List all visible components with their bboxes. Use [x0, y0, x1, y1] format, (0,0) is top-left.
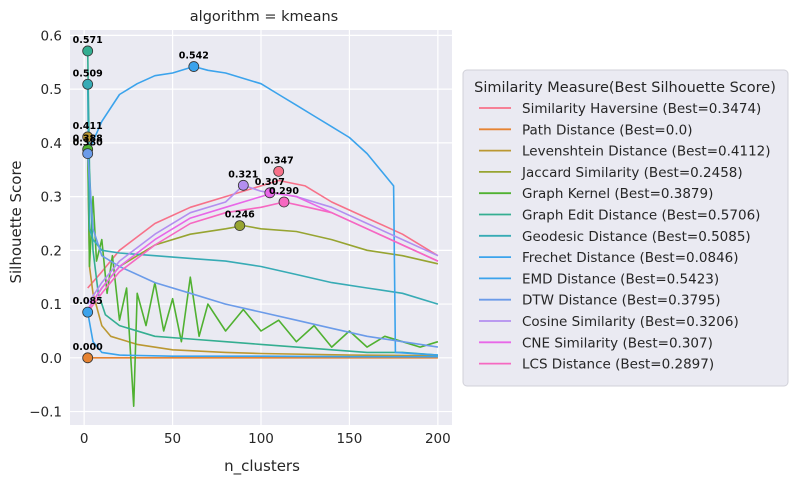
y-tick-labels: −0.1 0.0 0.1 0.2 0.3 0.4 0.5 0.6 — [29, 28, 62, 420]
x-tick-label: 100 — [248, 431, 274, 447]
legend-label-9: DTW Distance (Best=0.3795) — [522, 293, 721, 309]
series-line-7 — [86, 311, 438, 358]
best-label-6: 0.509 — [73, 68, 103, 79]
best-marker-7 — [82, 306, 94, 318]
best-label-12: 0.290 — [269, 186, 299, 197]
legend-label-10: Cosine Similarity (Best=0.3206) — [522, 314, 739, 330]
best-label-9: 0.380 — [73, 138, 103, 149]
legend: Similarity Measure(Best Silhouette Score… — [462, 69, 789, 387]
legend-label-7: Frechet Distance (Best=0.0846) — [522, 250, 739, 266]
best-marker-5 — [82, 45, 94, 57]
legend-title: Similarity Measure(Best Silhouette Score… — [474, 80, 776, 96]
x-axis-title: n_clusters — [224, 457, 300, 476]
y-tick-label: −0.1 — [29, 405, 62, 421]
y-tick-label: 0.4 — [41, 136, 62, 152]
series-line-5 — [86, 50, 438, 356]
series-lines — [86, 50, 439, 407]
best-label-8: 0.542 — [179, 51, 209, 62]
best-marker-11 — [264, 187, 276, 199]
best-marker-1 — [82, 352, 94, 364]
legend-label-1: Path Distance (Best=0.0) — [522, 122, 692, 138]
legend-label-12: LCS Distance (Best=0.2897) — [522, 357, 714, 373]
series-line-8 — [86, 65, 438, 356]
best-marker-2 — [82, 131, 94, 143]
legend-label-4: Graph Kernel (Best=0.3879) — [522, 186, 713, 202]
best-marker-6 — [82, 78, 94, 90]
x-tick-label: 50 — [164, 431, 181, 447]
legend-label-2: Levenshtein Distance (Best=0.4112) — [522, 144, 771, 160]
legend-label-11: CNE Similarity (Best=0.307) — [522, 335, 713, 351]
best-label-10: 0.321 — [228, 169, 258, 180]
y-tick-label: 0.5 — [41, 82, 62, 98]
x-tick-label: 200 — [425, 431, 451, 447]
series-line-2 — [86, 137, 438, 357]
legend-label-3: Jaccard Similarity (Best=0.2458) — [521, 165, 743, 181]
best-label-2: 0.411 — [73, 121, 103, 132]
best-marker-8 — [188, 61, 200, 72]
chart-title: algorithm = kmeans — [190, 9, 338, 25]
best-label-3: 0.246 — [225, 210, 255, 221]
series-line-6 — [86, 84, 439, 305]
best-label-1: 0.000 — [73, 342, 103, 353]
best-marker-12 — [278, 196, 290, 208]
series-line-0 — [87, 179, 439, 289]
y-tick-label: 0.2 — [41, 243, 62, 259]
best-markers: 0.347 0.000 0.411 0.246 0.388 0.571 0.509 0.085… — [73, 35, 299, 364]
best-label-5: 0.571 — [73, 35, 103, 46]
best-label-7: 0.085 — [73, 296, 103, 307]
series-line-9 — [86, 153, 439, 348]
y-tick-label: 0.6 — [41, 28, 62, 44]
best-marker-9 — [82, 148, 94, 160]
x-tick-label: 0 — [80, 431, 89, 447]
x-tick-labels: 0 50 100 150 200 — [80, 431, 451, 447]
legend-label-0: Similarity Haversine (Best=0.3474) — [522, 101, 761, 117]
y-tick-label: 0.1 — [41, 297, 62, 313]
best-marker-3 — [234, 220, 246, 232]
y-tick-label: 0.0 — [41, 351, 62, 367]
legend-box — [462, 69, 789, 387]
legend-label-8: EMD Distance (Best=0.5423) — [522, 271, 719, 287]
best-label-11: 0.307 — [255, 177, 285, 188]
y-tick-label: 0.3 — [41, 190, 62, 206]
y-axis-title: Silhouette Score — [7, 160, 25, 283]
best-label-0: 0.347 — [264, 155, 294, 166]
legend-label-5: Graph Edit Distance (Best=0.5706) — [522, 208, 760, 224]
best-marker-10 — [237, 179, 249, 191]
best-marker-0 — [273, 165, 285, 177]
legend-label-6: Geodesic Distance (Best=0.5085) — [522, 229, 751, 245]
x-tick-label: 150 — [337, 431, 363, 447]
series-line-12 — [87, 201, 439, 313]
best-label-4: 0.388 — [73, 133, 103, 144]
